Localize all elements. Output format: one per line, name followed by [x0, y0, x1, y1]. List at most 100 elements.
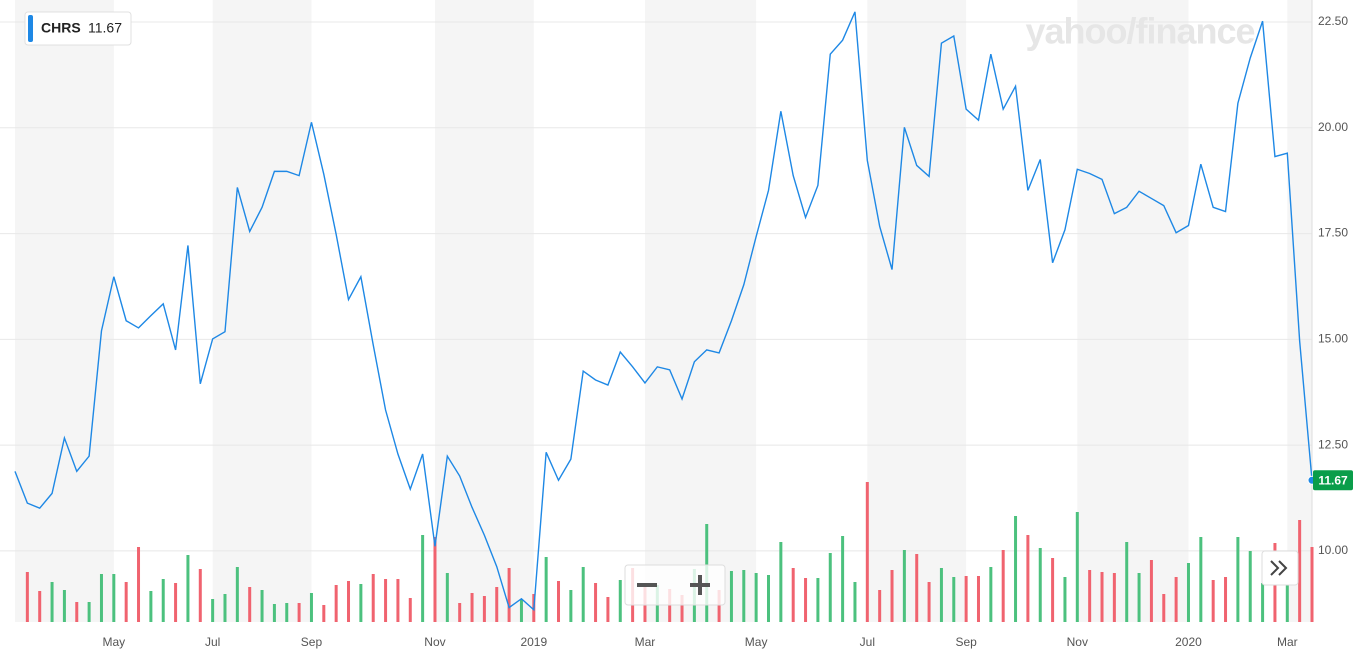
- x-tick-label: May: [745, 635, 768, 649]
- y-tick-label: 12.50: [1318, 437, 1348, 451]
- volume-bar: [828, 553, 832, 622]
- price-tag: 11.67: [1307, 470, 1353, 491]
- volume-bar: [1075, 512, 1079, 622]
- x-tick-label: May: [102, 635, 125, 649]
- x-tick-label: Mar: [635, 635, 656, 649]
- price-tag-box: [1313, 470, 1353, 491]
- volume-bar: [618, 580, 622, 622]
- volume-bar: [1112, 573, 1116, 622]
- volume-bar: [285, 603, 289, 622]
- volume-bar: [272, 604, 276, 622]
- volume-bar: [964, 576, 968, 622]
- legend-swatch: [28, 15, 33, 42]
- month-band: [1287, 0, 1312, 622]
- volume-bar: [198, 569, 202, 622]
- volume-bar: [1174, 577, 1178, 622]
- volume-bar: [38, 591, 42, 622]
- volume-bar: [742, 570, 746, 622]
- volume-bar: [1125, 542, 1129, 622]
- volume-bar: [99, 574, 103, 622]
- volume-bar: [445, 573, 449, 622]
- volume-bar: [495, 587, 499, 622]
- volume-bar: [1224, 577, 1228, 622]
- volume-bar: [865, 482, 869, 622]
- volume-bar: [754, 573, 758, 622]
- volume-bar: [161, 579, 165, 622]
- volume-bar: [1137, 573, 1141, 622]
- volume-bar: [347, 581, 351, 622]
- volume-bar: [791, 568, 795, 622]
- volume-bar: [1199, 537, 1203, 622]
- volume-bar: [1100, 572, 1104, 622]
- volume-bar: [507, 568, 511, 622]
- volume-bar: [408, 598, 412, 622]
- volume-bar: [766, 575, 770, 622]
- price-tag-label: 11.67: [1318, 473, 1348, 487]
- y-tick-label: 15.00: [1318, 332, 1348, 346]
- zoom-controls[interactable]: [624, 564, 726, 606]
- volume-bar: [1038, 548, 1042, 622]
- volume-bar: [334, 585, 338, 622]
- volume-bar: [112, 574, 116, 622]
- volume-bar: [1063, 577, 1067, 622]
- y-tick-label: 10.00: [1318, 543, 1348, 557]
- volume-bar: [50, 582, 54, 622]
- volume-bar: [1088, 570, 1092, 622]
- volume-bar: [569, 590, 573, 622]
- volume-bar: [1026, 535, 1030, 622]
- x-tick-label: Nov: [424, 635, 445, 649]
- volume-bar: [594, 583, 598, 622]
- volume-bar: [359, 584, 363, 622]
- legend-box: [24, 11, 132, 46]
- legend-symbol: CHRS: [41, 20, 81, 36]
- volume-bar: [396, 579, 400, 622]
- volume-bar: [841, 536, 845, 622]
- volume-bar: [1051, 558, 1055, 622]
- volume-bar: [1261, 583, 1265, 622]
- volume-bar: [1298, 520, 1302, 622]
- volume-bar: [519, 600, 523, 622]
- volume-bar: [124, 582, 128, 622]
- volume-bar: [1248, 551, 1252, 622]
- x-tick-label: 2019: [520, 635, 547, 649]
- volume-bar: [421, 535, 425, 622]
- x-tick-label: Nov: [1067, 635, 1088, 649]
- volume-bar: [890, 570, 894, 622]
- month-band: [434, 0, 534, 622]
- month-band: [15, 0, 114, 622]
- volume-bar: [223, 594, 227, 622]
- volume-bar: [1310, 547, 1314, 622]
- volume-bar: [680, 595, 684, 622]
- volume-bar: [717, 590, 721, 622]
- volume-bar: [878, 590, 882, 622]
- background: [0, 0, 1313, 622]
- volume-bar: [87, 602, 91, 622]
- volume-bar: [939, 568, 943, 622]
- expand-button[interactable]: [1261, 550, 1299, 586]
- y-tick-label: 17.50: [1318, 226, 1348, 240]
- volume-bar: [1285, 582, 1289, 622]
- volume-bar: [853, 582, 857, 622]
- volume-bar: [75, 602, 79, 622]
- volume-bar: [581, 567, 585, 622]
- chevron: [1270, 560, 1280, 576]
- volume-bar: [1186, 563, 1190, 622]
- volume-bar: [927, 582, 931, 622]
- volume-bar: [606, 597, 610, 622]
- volume-bar: [976, 576, 980, 622]
- x-tick-label: Sep: [955, 635, 977, 649]
- volume-bar: [804, 578, 808, 622]
- price-line: [14, 11, 1313, 612]
- volume-bar: [1211, 580, 1215, 622]
- chevron: [1278, 560, 1288, 576]
- volume-bar: [384, 579, 388, 622]
- volume-bar: [482, 596, 486, 622]
- volume-bar: [729, 571, 733, 622]
- x-tick-label: Sep: [301, 635, 323, 649]
- volume-bar: [235, 567, 239, 622]
- volume-bar: [779, 542, 783, 622]
- expand-box[interactable]: [1261, 550, 1299, 586]
- volume-bar: [186, 555, 190, 622]
- volume-bar: [544, 557, 548, 622]
